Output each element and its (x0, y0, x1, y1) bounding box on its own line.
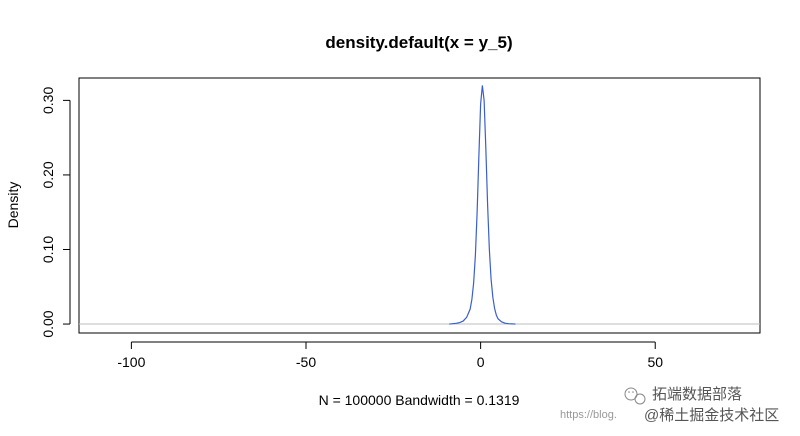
x-axis-label: N = 100000 Bandwidth = 0.1319 (319, 392, 520, 408)
watermark-brand: 拓端数据部落 (652, 386, 742, 403)
x-tick-label: 0 (477, 354, 485, 370)
chart-title: density.default(x = y_5) (325, 33, 512, 52)
watermark-url: https://blog. (560, 409, 617, 421)
y-tick-label: 0.20 (40, 161, 56, 188)
wechat-icon (624, 387, 646, 405)
y-axis-label: Density (5, 182, 21, 229)
x-tick-label: -100 (117, 354, 145, 370)
x-axis: -100 -50 0 50 (117, 341, 663, 370)
watermark: 拓端数据部落 https://blog. @稀土掘金技术社区 (560, 386, 779, 424)
watermark-community: @稀土掘金技术社区 (644, 407, 779, 424)
y-tick-label: 0.30 (40, 87, 56, 114)
y-tick-label: 0.10 (40, 236, 56, 263)
x-tick-label: 50 (647, 354, 663, 370)
x-tick-label: -50 (296, 354, 316, 370)
y-axis: 0.00 0.10 0.20 0.30 (40, 87, 71, 338)
plot-frame (78, 77, 761, 334)
y-tick-label: 0.00 (40, 310, 56, 337)
density-curve (449, 85, 516, 325)
